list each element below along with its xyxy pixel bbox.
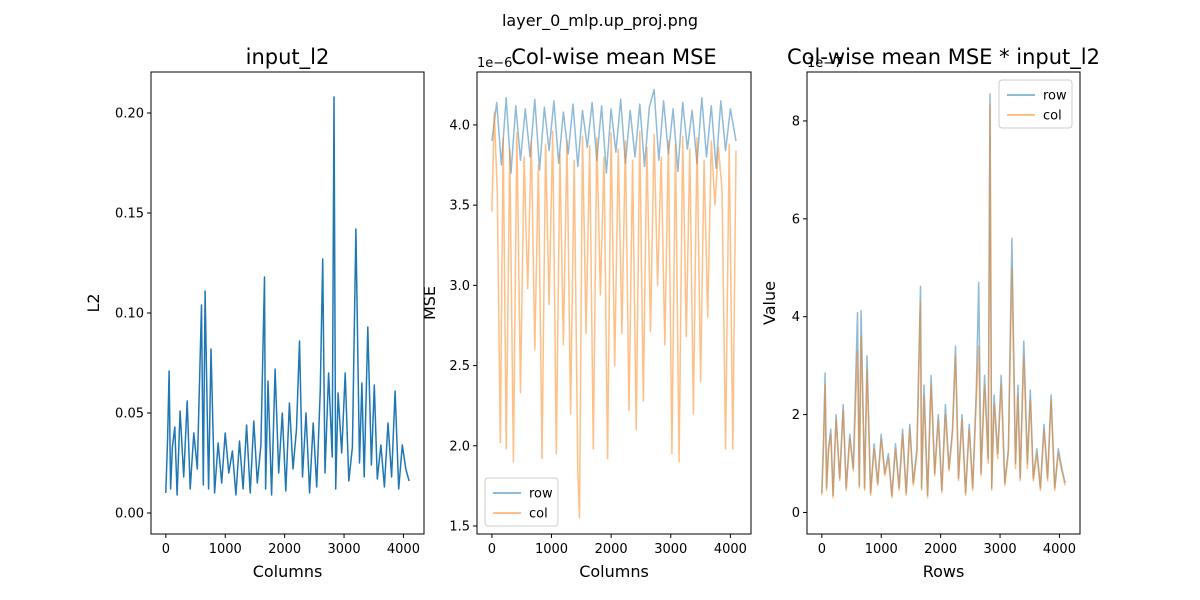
y-tick-label: 2: [792, 408, 800, 423]
panel-col-wise-mean-mse: 0 1000 2000 3000 40001.52.02.53.03.54.01e−6C…: [420, 45, 752, 581]
x-tick-label: 3000: [654, 542, 687, 557]
series-line-l2: [165, 96, 410, 496]
y-axis-label: Value: [760, 281, 779, 325]
panel-input-l2: 0 1000 2000 3000 4000 0.00 0.05 0.10 0.15 0.20 inp…: [84, 45, 425, 581]
y-axis-label: L2: [84, 293, 103, 312]
y-tick-label: 4: [792, 310, 800, 325]
panel-title: input_l2: [246, 45, 330, 70]
y-tick-label: 0.00: [115, 507, 144, 522]
plot-frame: [476, 71, 752, 535]
series-line-col: [491, 111, 737, 519]
x-tick-label: 2000: [595, 542, 628, 557]
x-tick-label: 1000: [865, 542, 898, 557]
y-tick-label: 0.15: [115, 207, 144, 222]
x-tick-label: 0: [818, 542, 826, 557]
y-tick-label: 2.0: [449, 439, 470, 454]
x-tick-label: 1000: [209, 542, 242, 557]
series-group: [165, 96, 410, 496]
panel-title: Col-wise mean MSE * input_l2: [787, 45, 1100, 70]
x-tick-label: 0: [488, 542, 496, 557]
x-axis-label: Rows: [923, 562, 965, 581]
x-tick-label: 4000: [387, 542, 420, 557]
y-tick-label: 0: [792, 506, 800, 521]
y-tick-label: 0.05: [115, 407, 144, 422]
legend: row col: [998, 79, 1073, 129]
y-tick-label: 8: [792, 114, 800, 129]
series-line-row: [491, 88, 737, 174]
plot-frame: [806, 71, 1081, 535]
series-group: [491, 88, 737, 519]
x-tick-label: 2000: [924, 542, 957, 557]
plot-frame: [150, 71, 425, 535]
y-axis-label: MSE: [420, 286, 439, 320]
series-group: [821, 93, 1066, 499]
y-tick-label: 0.10: [115, 307, 144, 322]
series-line-col: [821, 103, 1066, 499]
y-tick-label: 6: [792, 212, 800, 227]
y-tick-label: 2.5: [449, 359, 470, 374]
y-tick-label: 4.0: [449, 118, 470, 133]
y-tick-label: 3.0: [449, 279, 470, 294]
panel-title: Col-wise mean MSE: [511, 45, 716, 69]
legend: row col: [484, 477, 559, 527]
y-tick-label: 3.5: [449, 199, 470, 214]
y-tick-label: 1.5: [449, 519, 470, 534]
x-tick-label: 3000: [984, 542, 1017, 557]
legend-label-row: row: [529, 487, 553, 502]
x-tick-label: 0: [162, 542, 170, 557]
x-tick-label: 4000: [714, 542, 747, 557]
legend-label-col: col: [1043, 109, 1062, 124]
y-tick-label: 0.20: [115, 107, 144, 122]
figure-suptitle: layer_0_mlp.up_proj.png: [502, 11, 698, 31]
y-offset-text: 1e−7: [807, 56, 842, 71]
x-tick-label: 2000: [268, 542, 301, 557]
x-tick-label: 1000: [535, 542, 568, 557]
legend-label-col: col: [529, 507, 548, 522]
legend-label-row: row: [1043, 89, 1067, 104]
x-axis-label: Columns: [253, 562, 323, 581]
y-offset-text: 1e−6: [477, 56, 512, 71]
x-tick-label: 3000: [328, 542, 361, 557]
x-tick-label: 4000: [1043, 542, 1076, 557]
x-axis-label: Columns: [579, 562, 649, 581]
